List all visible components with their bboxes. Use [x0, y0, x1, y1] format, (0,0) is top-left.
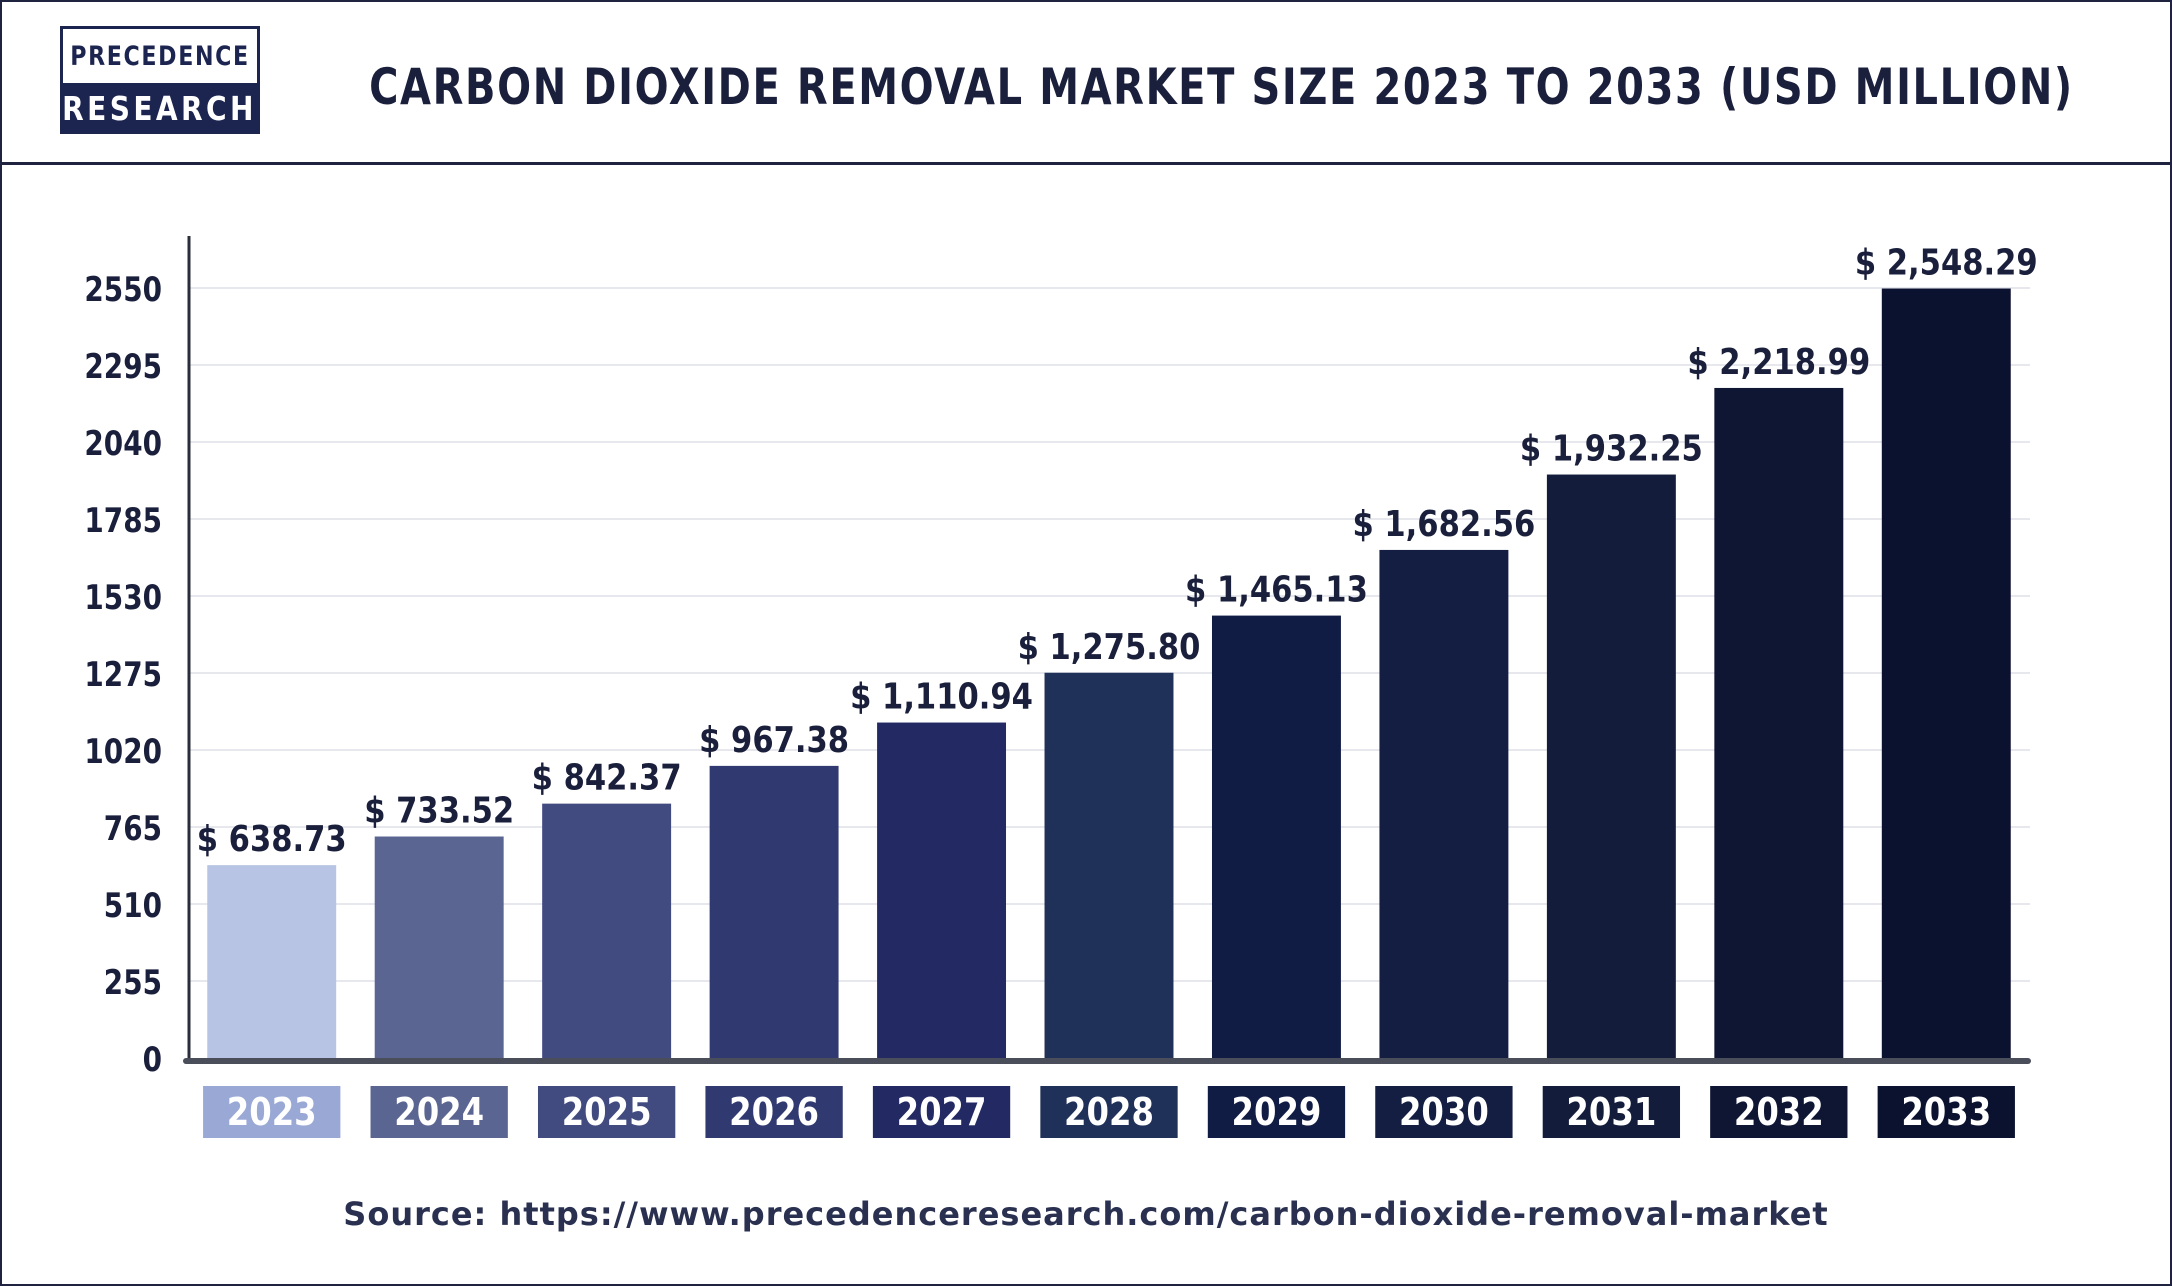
x-label-box	[705, 1086, 843, 1138]
chart-title: CARBON DIOXIDE REMOVAL MARKET SIZE 2023 …	[368, 58, 2074, 116]
brand-logo-line2: RESEARCH	[62, 89, 258, 128]
bars	[207, 288, 2011, 1059]
x-label-box	[1207, 1086, 1346, 1138]
value-label: $ 733.52	[364, 789, 514, 831]
x-tick-label: 2030	[1399, 1091, 1489, 1135]
y-tick-label: 1785	[84, 501, 162, 540]
value-label: $ 1,465.13	[1185, 568, 1368, 610]
value-label: $ 1,275.80	[1018, 625, 1201, 667]
x-tick-label: 2031	[1566, 1091, 1656, 1135]
bar	[207, 865, 337, 1058]
y-tick-label: 765	[104, 809, 162, 848]
bar	[1379, 549, 1509, 1058]
value-label: $ 1,682.56	[1352, 503, 1535, 545]
y-tick-label: 255	[104, 963, 162, 1002]
x-tick-label: 2023	[227, 1091, 317, 1135]
y-tick-label: 1275	[84, 655, 162, 694]
y-tick-label: 1020	[84, 732, 162, 771]
x-tick-label: 2029	[1232, 1091, 1322, 1135]
bar	[1211, 615, 1341, 1058]
value-label: $ 1,932.25	[1520, 427, 1703, 469]
y-tick-label: 0	[143, 1040, 162, 1079]
bar	[1044, 672, 1174, 1058]
axes	[183, 236, 2031, 1064]
x-label-box	[1040, 1086, 1178, 1138]
brand-logo: PRECEDENCE RESEARCH	[60, 26, 260, 134]
y-tick-label: 2550	[84, 270, 162, 309]
value-label: $ 842.37	[532, 756, 682, 798]
value-labels: $ 638.73 $ 733.52 $ 842.37 $ 967.38$ 1,110.…	[197, 241, 2038, 860]
x-tick-label: 2024	[394, 1091, 484, 1135]
bar	[374, 836, 504, 1058]
y-axis-ticks: 0 255 510 765 1020 1275 1530 1785 2040 2295 2550	[84, 270, 162, 1079]
x-label-box	[537, 1086, 676, 1138]
bar	[1546, 474, 1676, 1059]
y-tick-label: 2295	[84, 347, 162, 386]
bar	[1714, 387, 1844, 1058]
x-label-box	[1877, 1086, 2015, 1138]
bar	[877, 722, 1007, 1058]
x-tick-label: 2032	[1734, 1091, 1824, 1135]
brand-logo-line1: PRECEDENCE	[70, 40, 250, 72]
bar	[709, 765, 839, 1058]
x-tick-label: 2028	[1064, 1091, 1154, 1135]
value-label: $ 1,110.94	[850, 675, 1033, 717]
header: PRECEDENCE RESEARCH CARBON DIOXIDE REMOV…	[2, 2, 2170, 165]
x-label-box	[1710, 1086, 1848, 1138]
y-tick-label: 2040	[84, 424, 162, 463]
x-label-box	[203, 1086, 341, 1138]
x-label-box	[1375, 1086, 1513, 1138]
x-label-box	[872, 1086, 1011, 1138]
bar	[1881, 288, 2011, 1058]
value-label: $ 2,548.29	[1855, 241, 2038, 283]
chart-title-container: CARBON DIOXIDE REMOVAL MARKET SIZE 2023 …	[302, 52, 2140, 122]
value-label: $ 638.73	[197, 818, 347, 860]
bar	[542, 803, 672, 1058]
brand-logo-line2-band: RESEARCH	[63, 83, 257, 134]
x-tick-label: 2026	[729, 1091, 819, 1135]
x-tick-label: 2025	[562, 1091, 652, 1135]
x-tick-label: 2033	[1901, 1091, 1991, 1135]
x-label-box	[370, 1086, 508, 1138]
value-label: $ 967.38	[699, 718, 849, 760]
value-label: $ 2,218.99	[1687, 341, 1870, 383]
source-note: Source: https://www.precedenceresearch.c…	[343, 1195, 1829, 1233]
y-tick-label: 510	[104, 886, 162, 925]
y-tick-label: 1530	[84, 578, 162, 617]
x-label-box	[1542, 1086, 1681, 1138]
x-axis-labels: 2023 2024 2025 2026 2027 2028 2029 2030 2031 2032…	[203, 1086, 2015, 1138]
x-tick-label: 2027	[897, 1091, 987, 1135]
